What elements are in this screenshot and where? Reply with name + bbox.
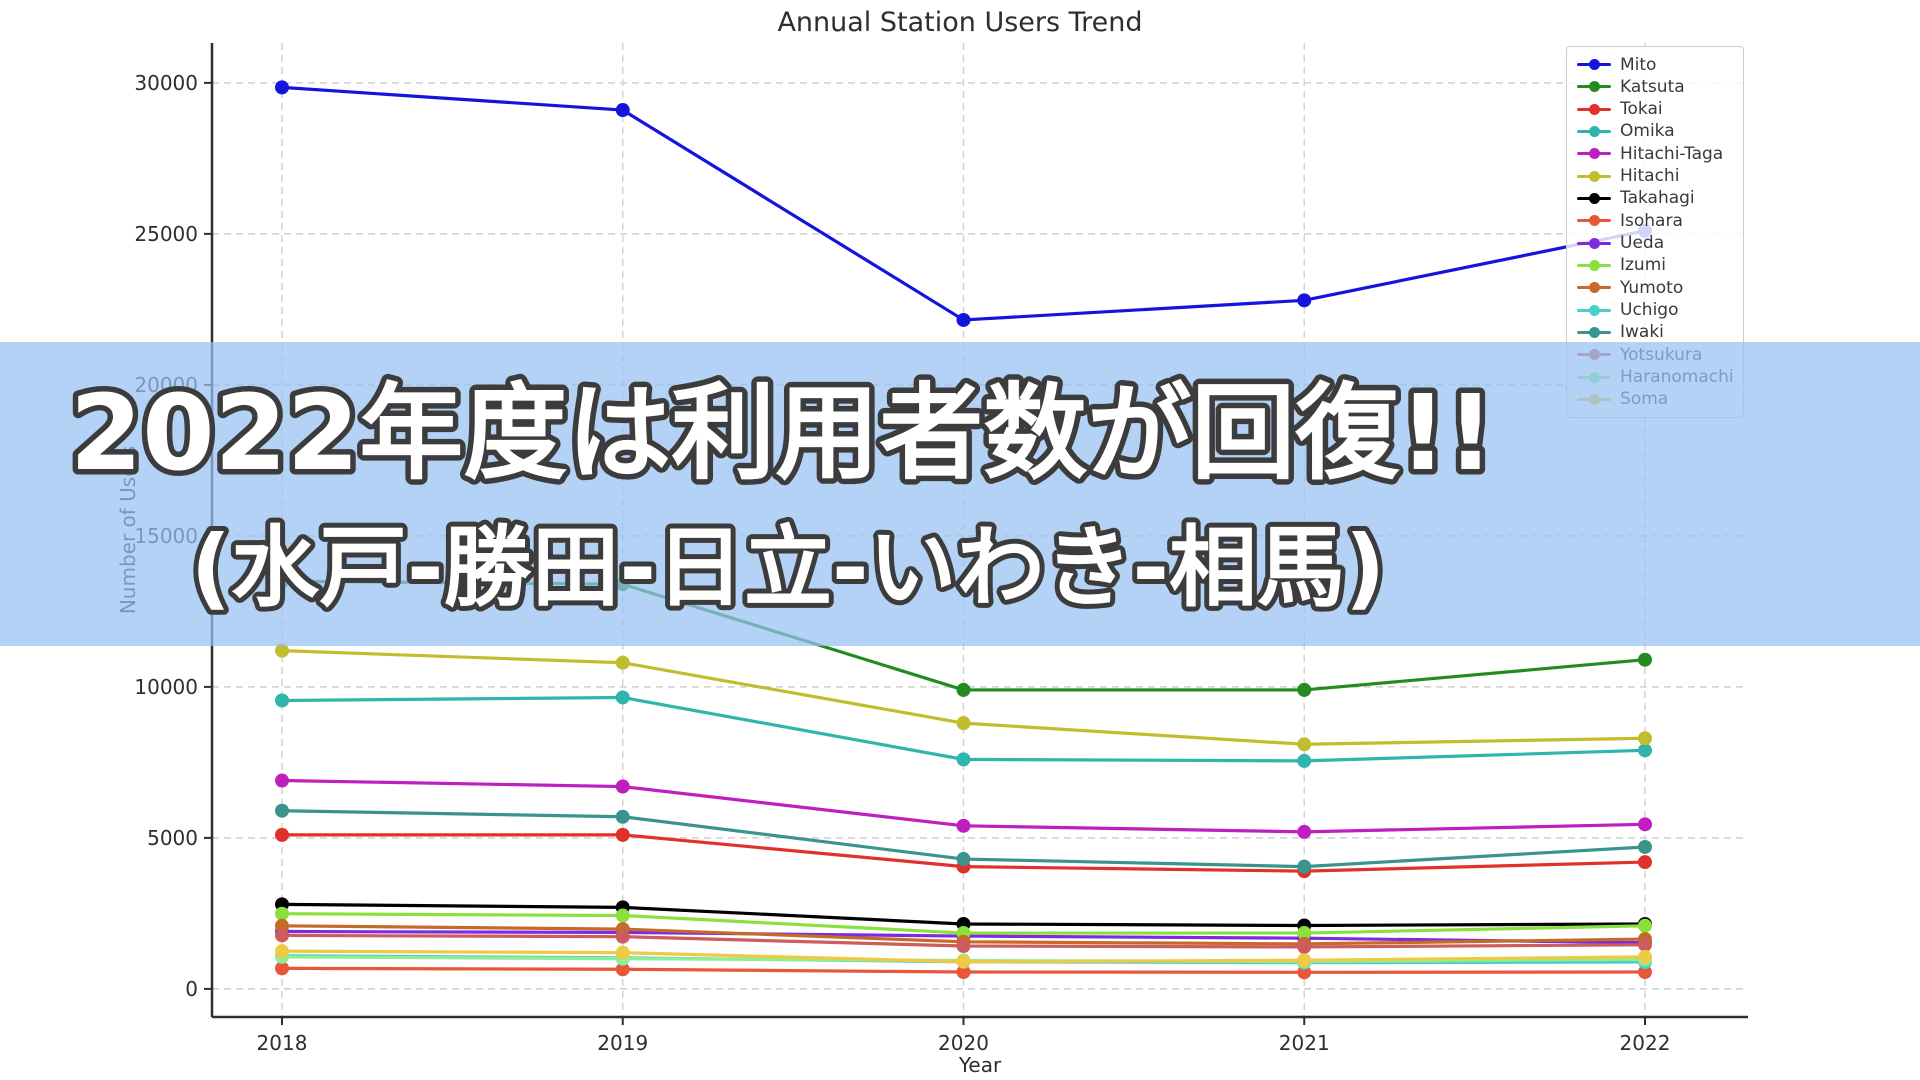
legend-label: Ueda — [1620, 233, 1665, 254]
legend-label: Omika — [1620, 121, 1675, 142]
legend-swatch-icon — [1577, 103, 1611, 115]
legend-swatch-icon — [1577, 326, 1611, 338]
legend-item: Izumi — [1577, 255, 1733, 276]
svg-text:0: 0 — [185, 977, 198, 1001]
svg-text:2019: 2019 — [597, 1031, 648, 1055]
legend-item: Tokai — [1577, 99, 1733, 120]
svg-text:25000: 25000 — [134, 222, 198, 246]
legend-label: Izumi — [1620, 255, 1666, 276]
svg-text:2022: 2022 — [1620, 1031, 1671, 1055]
legend-swatch-icon — [1577, 125, 1611, 137]
legend-swatch-icon — [1577, 304, 1611, 316]
legend-item: Katsuta — [1577, 76, 1733, 97]
svg-text:2018: 2018 — [257, 1031, 308, 1055]
legend-swatch-icon — [1577, 170, 1611, 182]
legend-label: Takahagi — [1620, 188, 1695, 209]
legend-item: Mito — [1577, 54, 1733, 75]
legend-item: Omika — [1577, 121, 1733, 142]
legend-label: Uchigo — [1620, 300, 1679, 321]
legend-swatch-icon — [1577, 215, 1611, 227]
legend-label: Iwaki — [1620, 322, 1664, 343]
legend-item: Isohara — [1577, 210, 1733, 231]
svg-text:30000: 30000 — [134, 71, 198, 95]
legend-label: Mito — [1620, 54, 1657, 75]
legend-swatch-icon — [1577, 81, 1611, 93]
legend-swatch-icon — [1577, 192, 1611, 204]
x-axis-label: Year — [958, 1053, 1002, 1077]
overlay-band — [0, 342, 1920, 646]
legend-swatch-icon — [1577, 59, 1611, 70]
legend-item: Hitachi — [1577, 166, 1733, 187]
legend-label: Isohara — [1620, 210, 1683, 231]
legend-item: Iwaki — [1577, 322, 1733, 343]
legend-label: Tokai — [1620, 99, 1663, 120]
overlay-subline: (水戸-勝田-日立-いわき-相馬) — [191, 516, 1386, 619]
legend-swatch-icon — [1577, 259, 1611, 271]
legend-item: Takahagi — [1577, 188, 1733, 209]
legend-swatch-icon — [1577, 237, 1611, 249]
legend-item: Hitachi-Taga — [1577, 143, 1733, 164]
svg-text:2021: 2021 — [1279, 1031, 1330, 1055]
legend-item: Uchigo — [1577, 300, 1733, 321]
legend-label: Hitachi-Taga — [1620, 143, 1724, 164]
chart-title: Annual Station Users Trend — [777, 7, 1142, 38]
legend-swatch-icon — [1577, 282, 1611, 294]
legend-label: Katsuta — [1620, 76, 1685, 97]
legend-swatch-icon — [1577, 148, 1611, 160]
legend-label: Hitachi — [1620, 166, 1680, 187]
legend-label: Yumoto — [1620, 277, 1684, 298]
svg-text:5000: 5000 — [147, 826, 198, 850]
svg-text:10000: 10000 — [134, 675, 198, 699]
legend-item: Yumoto — [1577, 277, 1733, 298]
legend-item: Ueda — [1577, 233, 1733, 254]
overlay-headline: 2022年度は利用者数が回復!! — [70, 372, 1494, 494]
svg-text:2020: 2020 — [938, 1031, 989, 1055]
